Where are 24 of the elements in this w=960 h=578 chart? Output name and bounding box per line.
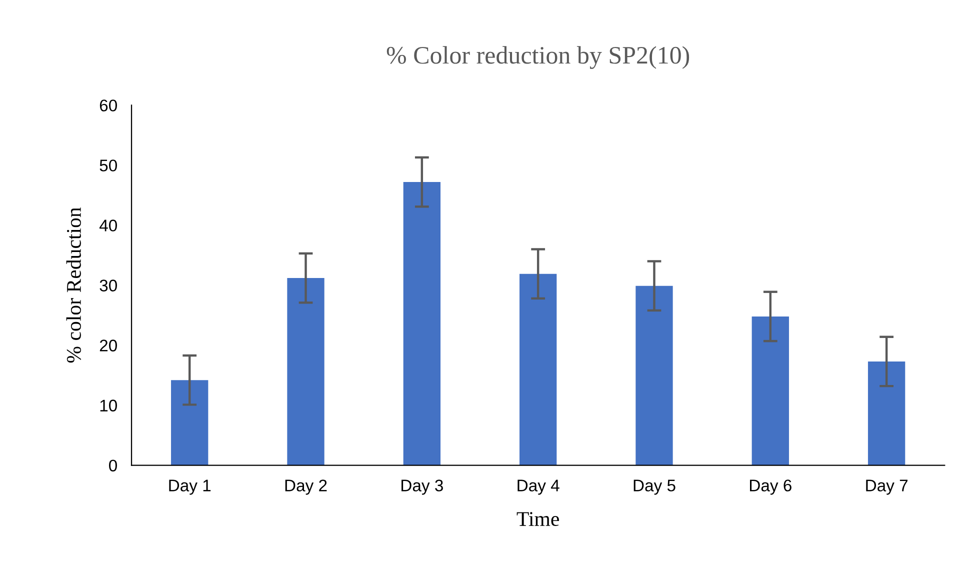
x-tick-label: Day 4 [518, 480, 560, 495]
y-axis-title: % color Reduction [66, 207, 82, 363]
bar [519, 274, 557, 466]
x-tick-label: Day 3 [402, 480, 443, 495]
bar [868, 361, 906, 466]
bar [752, 316, 789, 466]
bar [287, 278, 324, 466]
y-tick-label: 50 [100, 160, 117, 172]
y-tick-label: 40 [99, 220, 117, 232]
x-axis-title: Time [516, 512, 559, 526]
y-tick-label: 60 [100, 100, 117, 112]
y-tick-label: 10 [100, 400, 117, 412]
chart-title: % Color reduction by SP2(10) [386, 46, 690, 69]
bar [403, 182, 441, 466]
x-tick-label: Day 1 [169, 480, 211, 495]
y-tick-label: 30 [100, 280, 117, 292]
x-tick-label: Day 2 [285, 480, 327, 495]
y-tick-label: 0 [109, 460, 117, 472]
bar [636, 286, 673, 466]
x-tick-label: Day 5 [634, 480, 676, 495]
y-tick-label: 20 [100, 340, 117, 352]
x-tick-label: Day 7 [866, 480, 908, 495]
x-tick-label: Day 6 [750, 480, 792, 495]
bar [171, 380, 208, 466]
